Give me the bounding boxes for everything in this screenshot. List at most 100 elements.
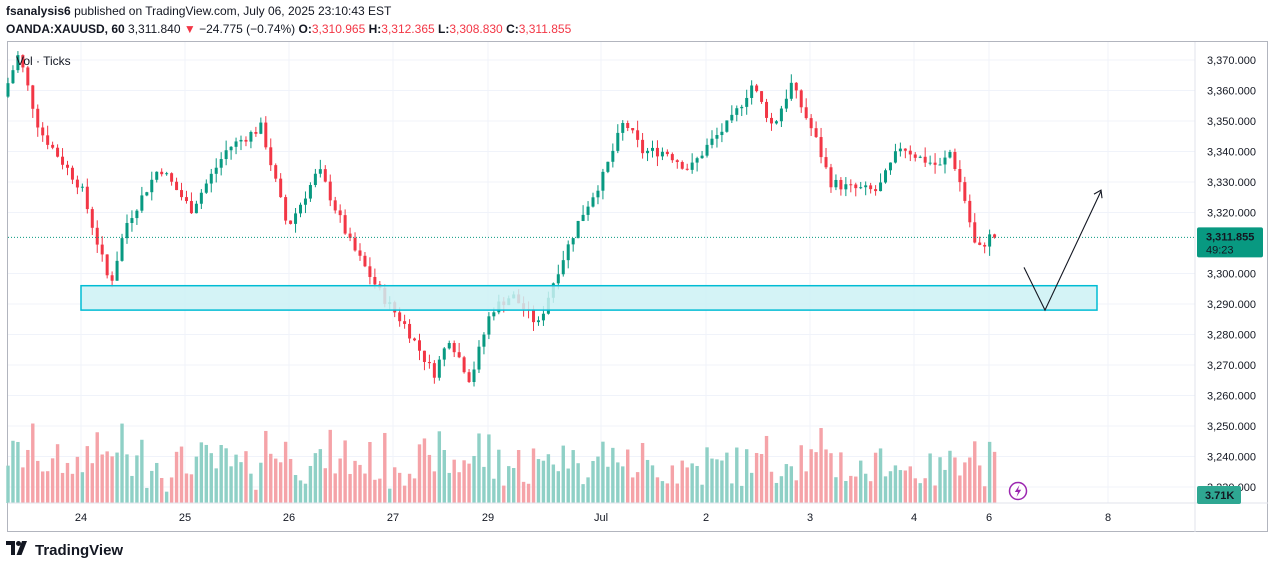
volume-bar xyxy=(194,456,199,503)
candle xyxy=(576,220,580,239)
volume-bar xyxy=(933,485,937,503)
candle xyxy=(636,130,640,140)
candle xyxy=(650,147,654,151)
candle xyxy=(670,154,674,161)
volume-bar xyxy=(749,472,754,503)
volume-bar xyxy=(546,454,551,503)
y-tick-label: 3,350.000 xyxy=(1207,116,1256,128)
volume-bar xyxy=(502,485,506,503)
volume-bar xyxy=(571,450,575,503)
candle xyxy=(928,162,932,164)
candle xyxy=(859,187,863,189)
candle xyxy=(948,152,952,158)
volume-bar xyxy=(982,486,987,503)
volume-bar xyxy=(392,467,397,503)
candle xyxy=(90,209,94,228)
low-value: 3,308.830 xyxy=(449,22,503,36)
candle xyxy=(794,82,798,91)
volume-bar xyxy=(85,446,90,503)
volume-bar xyxy=(407,473,412,503)
candle xyxy=(963,182,967,201)
volume-bar xyxy=(928,453,932,503)
candle xyxy=(814,128,818,138)
volume-bar xyxy=(179,446,184,503)
volume-bar xyxy=(378,478,382,503)
volume-indicator-label[interactable]: Vol · Ticks xyxy=(16,54,71,68)
volume-bar xyxy=(943,469,947,503)
candle xyxy=(953,152,957,170)
volume-bar xyxy=(492,478,496,503)
volume-bar xyxy=(55,444,60,503)
candle xyxy=(695,158,699,163)
open-value: 3,310.965 xyxy=(311,22,366,36)
candle xyxy=(869,185,873,190)
y-tick-label: 3,250.000 xyxy=(1207,421,1256,433)
candle xyxy=(422,350,426,362)
volume-bar xyxy=(978,465,982,503)
candle xyxy=(437,359,441,378)
candle xyxy=(16,55,20,71)
volume-bar xyxy=(110,456,114,503)
volume-bar xyxy=(90,463,94,503)
volume-bar xyxy=(313,453,318,503)
volume-label-box xyxy=(1197,486,1241,504)
x-tick-label: 8 xyxy=(1105,512,1111,524)
symbol-name[interactable]: OANDA:XAUUSD, 60 xyxy=(6,22,125,36)
volume-bar xyxy=(155,462,159,503)
volume-bar xyxy=(477,433,481,503)
volume-bar xyxy=(581,484,585,503)
x-tick-label: 29 xyxy=(482,512,494,524)
volume-bar xyxy=(358,464,362,503)
volume-bar xyxy=(130,475,134,503)
tradingview-logo[interactable]: TradingView xyxy=(6,541,123,559)
lightning-icon[interactable] xyxy=(1008,481,1028,501)
candle xyxy=(655,147,659,157)
candle xyxy=(21,55,25,68)
candle xyxy=(70,167,74,180)
volume-bar xyxy=(705,447,709,503)
tradingview-logo-icon xyxy=(6,541,30,559)
candle xyxy=(135,210,139,219)
last-price: 3,311.840 xyxy=(128,22,181,36)
volume-bar xyxy=(948,450,952,503)
candle xyxy=(888,162,892,171)
volume-bar xyxy=(467,463,471,503)
candle xyxy=(447,343,451,349)
candle xyxy=(675,160,679,163)
x-tick-label: 2 xyxy=(703,512,709,524)
candle xyxy=(903,148,907,151)
candle xyxy=(75,179,79,188)
volume-bar xyxy=(338,458,342,503)
candle xyxy=(541,313,545,321)
candle xyxy=(180,190,184,198)
candle xyxy=(765,101,769,118)
volume-bar xyxy=(908,466,912,503)
volume-bar xyxy=(854,476,858,503)
price-label-countdown: 49:23 xyxy=(1206,244,1234,256)
volume-bar xyxy=(596,456,600,503)
author-name[interactable]: fsanalysis6 xyxy=(6,4,71,18)
candle xyxy=(760,91,764,102)
candle xyxy=(789,82,793,99)
volume-bar xyxy=(521,481,526,503)
candle xyxy=(893,151,897,163)
candle xyxy=(978,242,982,245)
volume-bar xyxy=(740,485,744,503)
volume-bar xyxy=(730,483,734,503)
volume-bar xyxy=(898,470,903,503)
candle xyxy=(462,357,466,373)
volume-bar xyxy=(541,460,546,503)
arrow-head-icon xyxy=(1093,189,1103,199)
candle xyxy=(80,186,84,188)
candle xyxy=(725,120,729,132)
candle xyxy=(313,173,317,186)
volume-bar xyxy=(958,475,962,503)
candle xyxy=(417,340,421,351)
candle xyxy=(784,98,788,109)
volume-bar xyxy=(60,472,65,503)
volume-bar xyxy=(963,462,967,503)
volume-bar xyxy=(883,476,888,503)
candle xyxy=(472,369,476,382)
low-label: L: xyxy=(438,22,450,36)
